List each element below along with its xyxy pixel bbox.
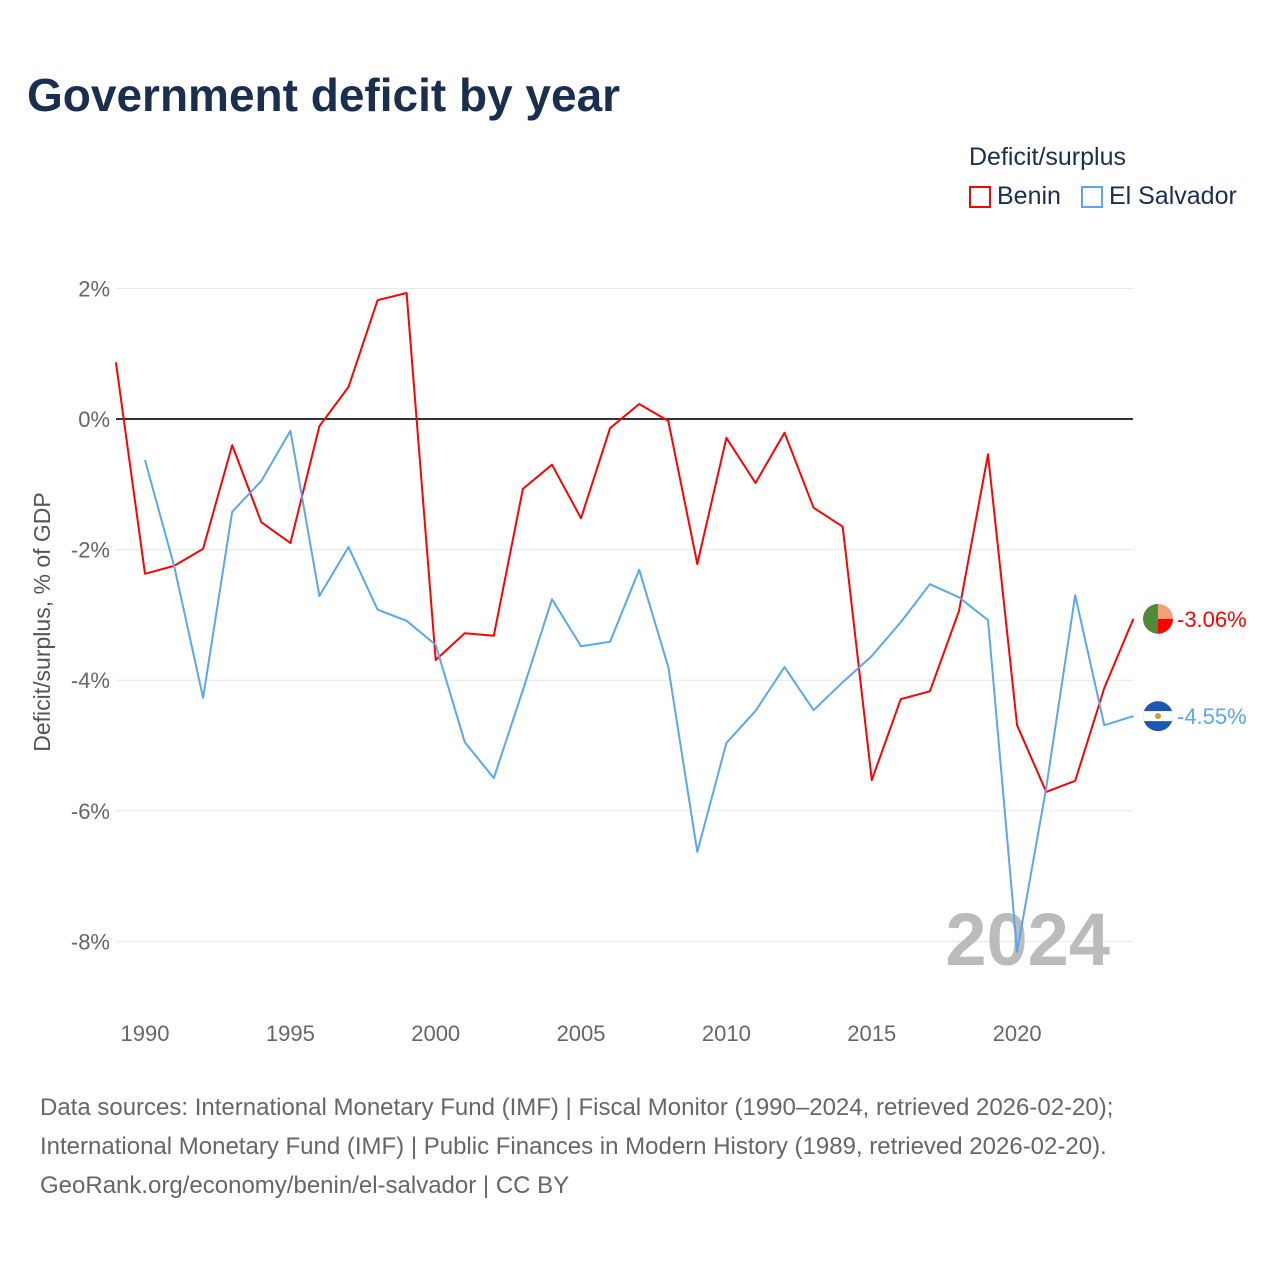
y-tick-label: -6% [71,799,110,824]
chart-title: Government deficit by year [27,69,621,121]
x-tick-label: 2000 [411,1021,460,1046]
flag-body [1143,701,1173,732]
flag-part [1158,603,1173,619]
end-label-el-salvador: -4.55% [1177,704,1247,729]
footer: Data sources: International Monetary Fun… [40,1088,1113,1205]
legend-item-el-salvador[interactable]: El Salvador [1080,182,1237,211]
flag-part [1143,603,1158,634]
legend-label-benin: Benin [997,182,1061,210]
x-tick-label: 2010 [702,1021,751,1046]
y-tick-label: 0% [78,407,110,432]
legend-label-el-salvador: El Salvador [1108,182,1237,210]
year-watermark: 2024 [945,898,1110,981]
end-label-benin: -3.06% [1177,607,1247,632]
el-salvador-flag-icon [1143,701,1173,732]
source-line-2: International Monetary Fund (IMF) | Publ… [40,1133,1107,1160]
x-tick-label: 1990 [121,1021,170,1046]
benin-flag-icon [1143,603,1174,634]
x-tick-label: 2020 [993,1021,1042,1046]
flag-emblem [1155,713,1161,720]
flag-part [1158,618,1174,634]
y-tick-label: -4% [71,668,110,693]
y-tick-label: -2% [71,538,110,563]
y-tick-label: 2% [78,276,110,301]
legend-swatch-el-salvador [1080,185,1103,208]
attribution-link[interactable]: GeoRank.org/economy/benin/el-salvador | … [40,1172,570,1199]
x-tick-label: 1995 [266,1021,315,1046]
source-line-1: Data sources: International Monetary Fun… [40,1094,1114,1121]
series-line-el-salvador [144,429,1134,953]
legend-title: Deficit/surplus [969,143,1126,171]
y-tick-label: -8% [71,929,110,954]
series-line-benin [114,292,1135,793]
legend: Deficit/surplus Benin El Salvador [969,143,1237,211]
y-axis-label: Deficit/surplus, % of GDP [29,492,55,751]
legend-item-benin[interactable]: Benin [969,182,1061,211]
x-tick-label: 2015 [847,1021,896,1046]
legend-swatch-benin [969,185,991,208]
x-tick-label: 2005 [557,1021,606,1046]
